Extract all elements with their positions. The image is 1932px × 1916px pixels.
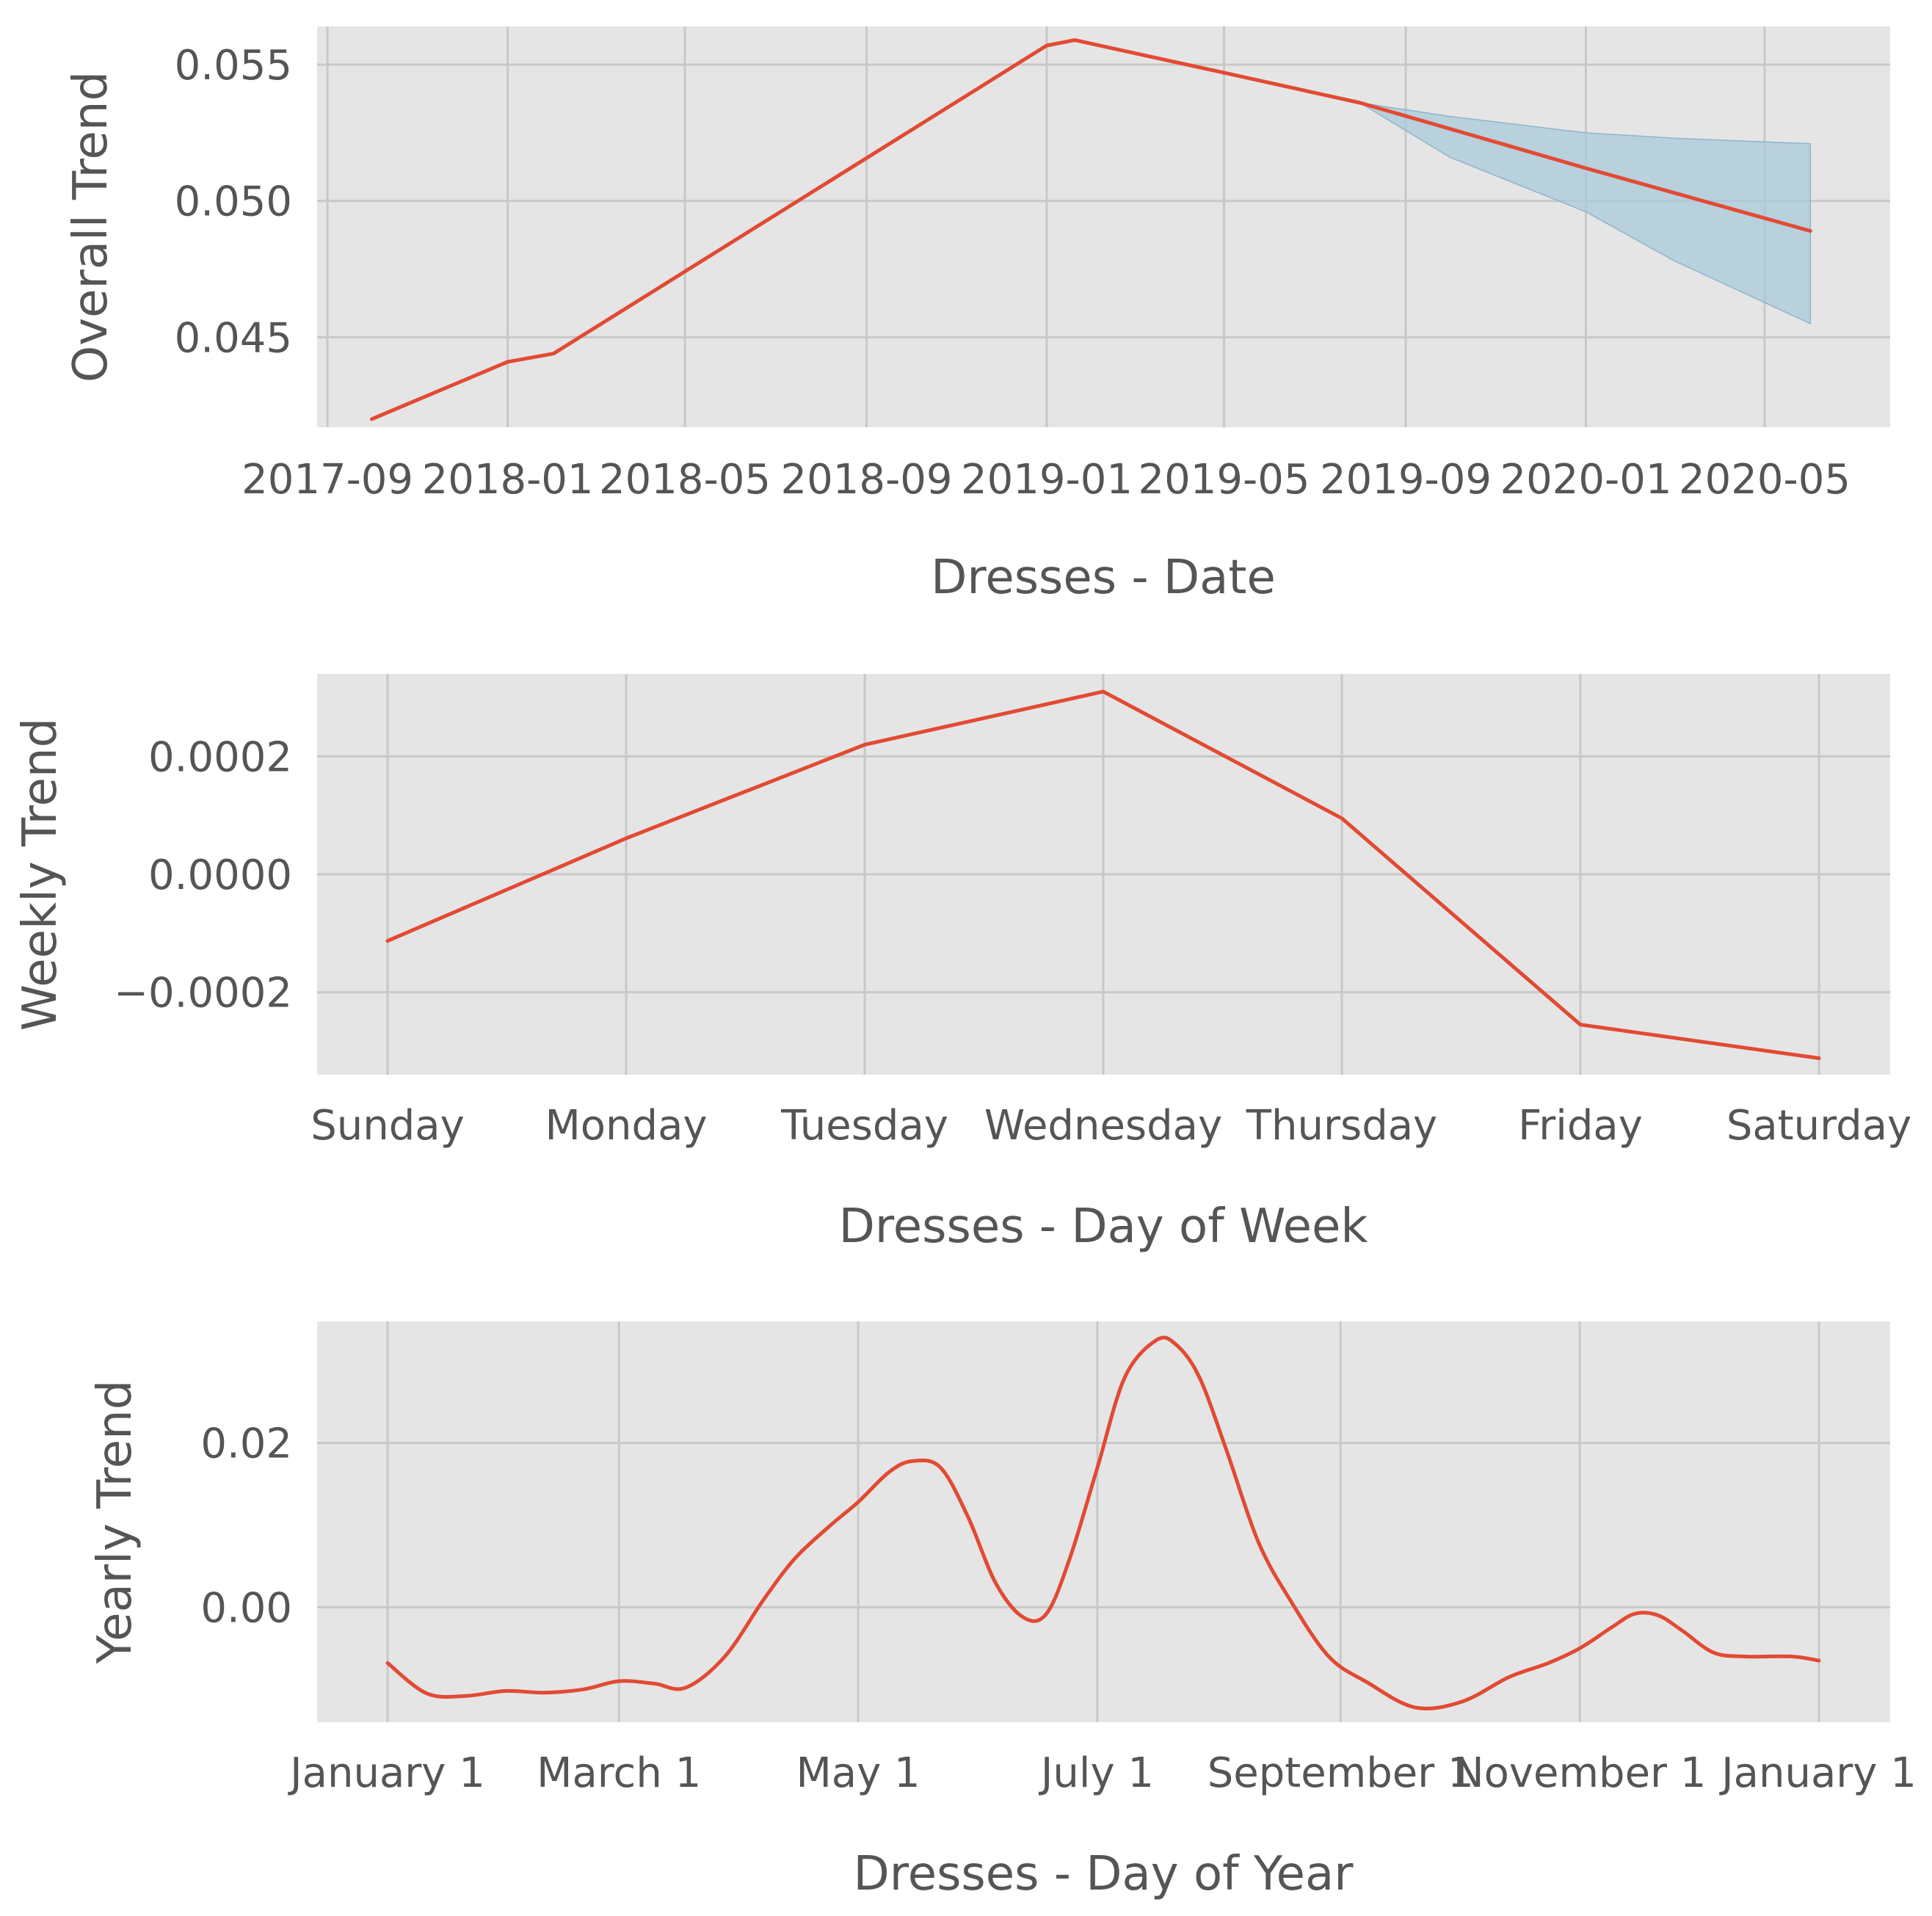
overall-trend-x-tick-label: 2019-01	[961, 456, 1133, 504]
overall-trend-x-tick-label: 2020-01	[1500, 456, 1671, 504]
weekly-trend-x-tick-label: Tuesday	[780, 1102, 948, 1150]
overall-trend-y-tick-label: 0.055	[175, 42, 292, 90]
overall-trend-uncertainty-band	[1359, 102, 1812, 325]
overall-trend-x-tick-label: 2018-05	[599, 456, 771, 504]
overall-trend-y-label: Overall Trend	[64, 71, 118, 382]
weekly-trend-grid	[317, 674, 1890, 1075]
overall-trend-x-tick-label: 2018-01	[422, 456, 594, 504]
yearly-trend-x-tick-label: November 1	[1453, 1749, 1707, 1797]
yearly-trend-x-tick-label: May 1	[796, 1749, 920, 1797]
yearly-trend-x-tick-label: January 1	[288, 1749, 485, 1797]
yearly-trend-x-ticks: January 1 March 1 May 1 July 1 September 1No…	[288, 1749, 1917, 1797]
yearly-trend-y-ticks: 0.00 0.02	[200, 1420, 292, 1633]
weekly-trend-y-ticks: −0.0002 0.0000 0.0002	[114, 733, 292, 1017]
yearly-trend-x-tick-label: March 1	[537, 1749, 701, 1797]
overall-trend-uncertainty	[1359, 102, 1812, 325]
yearly-trend-x-tick-label: September 1	[1208, 1749, 1474, 1797]
yearly-trend-y-label: Yearly Trend	[88, 1380, 142, 1665]
overall-trend-x-ticks: 2017-09 2018-01 2018-05 2018-09 2019-01 2019-…	[242, 456, 1851, 504]
yearly-trend-y-tick-label: 0.00	[200, 1584, 292, 1632]
yearly-trend-line	[385, 1335, 1821, 1710]
weekly-trend-x-tick-label: Sunday	[310, 1102, 465, 1150]
overall-trend-x-tick-label: 2017-09	[242, 456, 413, 504]
yearly-trend-panel: January 1 March 1 May 1 July 1 September 1No…	[88, 1321, 1917, 1901]
yearly-trend-y-tick-label: 0.02	[200, 1420, 292, 1468]
weekly-trend-x-tick-label: Saturday	[1726, 1102, 1911, 1150]
weekly-trend-y-label: Weekly Trend	[13, 718, 68, 1031]
weekly-trend-series	[385, 689, 1821, 1060]
yearly-trend-grid	[317, 1321, 1890, 1722]
weekly-trend-x-tick-label: Monday	[545, 1102, 707, 1150]
overall-trend-line	[370, 38, 1812, 421]
overall-trend-x-tick-label: 2019-05	[1138, 456, 1310, 504]
weekly-trend-x-label: Dresses - Day of Week	[839, 1200, 1368, 1254]
yearly-trend-x-tick-label: January 1	[1719, 1749, 1917, 1797]
overall-trend-x-tick-label: 2018-09	[781, 456, 953, 504]
weekly-trend-y-tick-label: 0.0002	[148, 733, 292, 781]
overall-trend-x-label: Dresses - Date	[931, 551, 1276, 605]
weekly-trend-line	[385, 689, 1821, 1060]
weekly-trend-y-tick-label: 0.0000	[148, 852, 292, 899]
weekly-trend-y-tick-label: −0.0002	[114, 970, 292, 1017]
weekly-trend-x-tick-label: Wednesday	[984, 1102, 1222, 1150]
overall-trend-y-tick-label: 0.050	[175, 178, 292, 226]
overall-trend-series	[370, 38, 1812, 421]
yearly-trend-x-label: Dresses - Day of Year	[854, 1847, 1354, 1901]
yearly-trend-x-tick-label: July 1	[1039, 1749, 1154, 1797]
weekly-trend-x-ticks: Sunday Monday Tuesday Wednesday Thursday Frid…	[310, 1102, 1911, 1150]
yearly-trend-plot-area	[317, 1321, 1890, 1722]
yearly-trend-series	[385, 1335, 1821, 1710]
weekly-trend-x-tick-label: Thursday	[1246, 1102, 1437, 1150]
overall-trend-x-tick-label: 2019-09	[1320, 456, 1492, 504]
weekly-trend-x-tick-label: Friday	[1518, 1102, 1643, 1150]
overall-trend-y-ticks: 0.045 0.050 0.055	[175, 42, 292, 362]
overall-trend-x-tick-label: 2020-05	[1679, 456, 1851, 504]
overall-trend-y-tick-label: 0.045	[175, 314, 292, 362]
weekly-trend-panel: Sunday Monday Tuesday Wednesday Thursday Frid…	[13, 674, 1911, 1254]
overall-trend-panel: 2017-09 2018-01 2018-05 2018-09 2019-01 2019-…	[64, 26, 1890, 605]
